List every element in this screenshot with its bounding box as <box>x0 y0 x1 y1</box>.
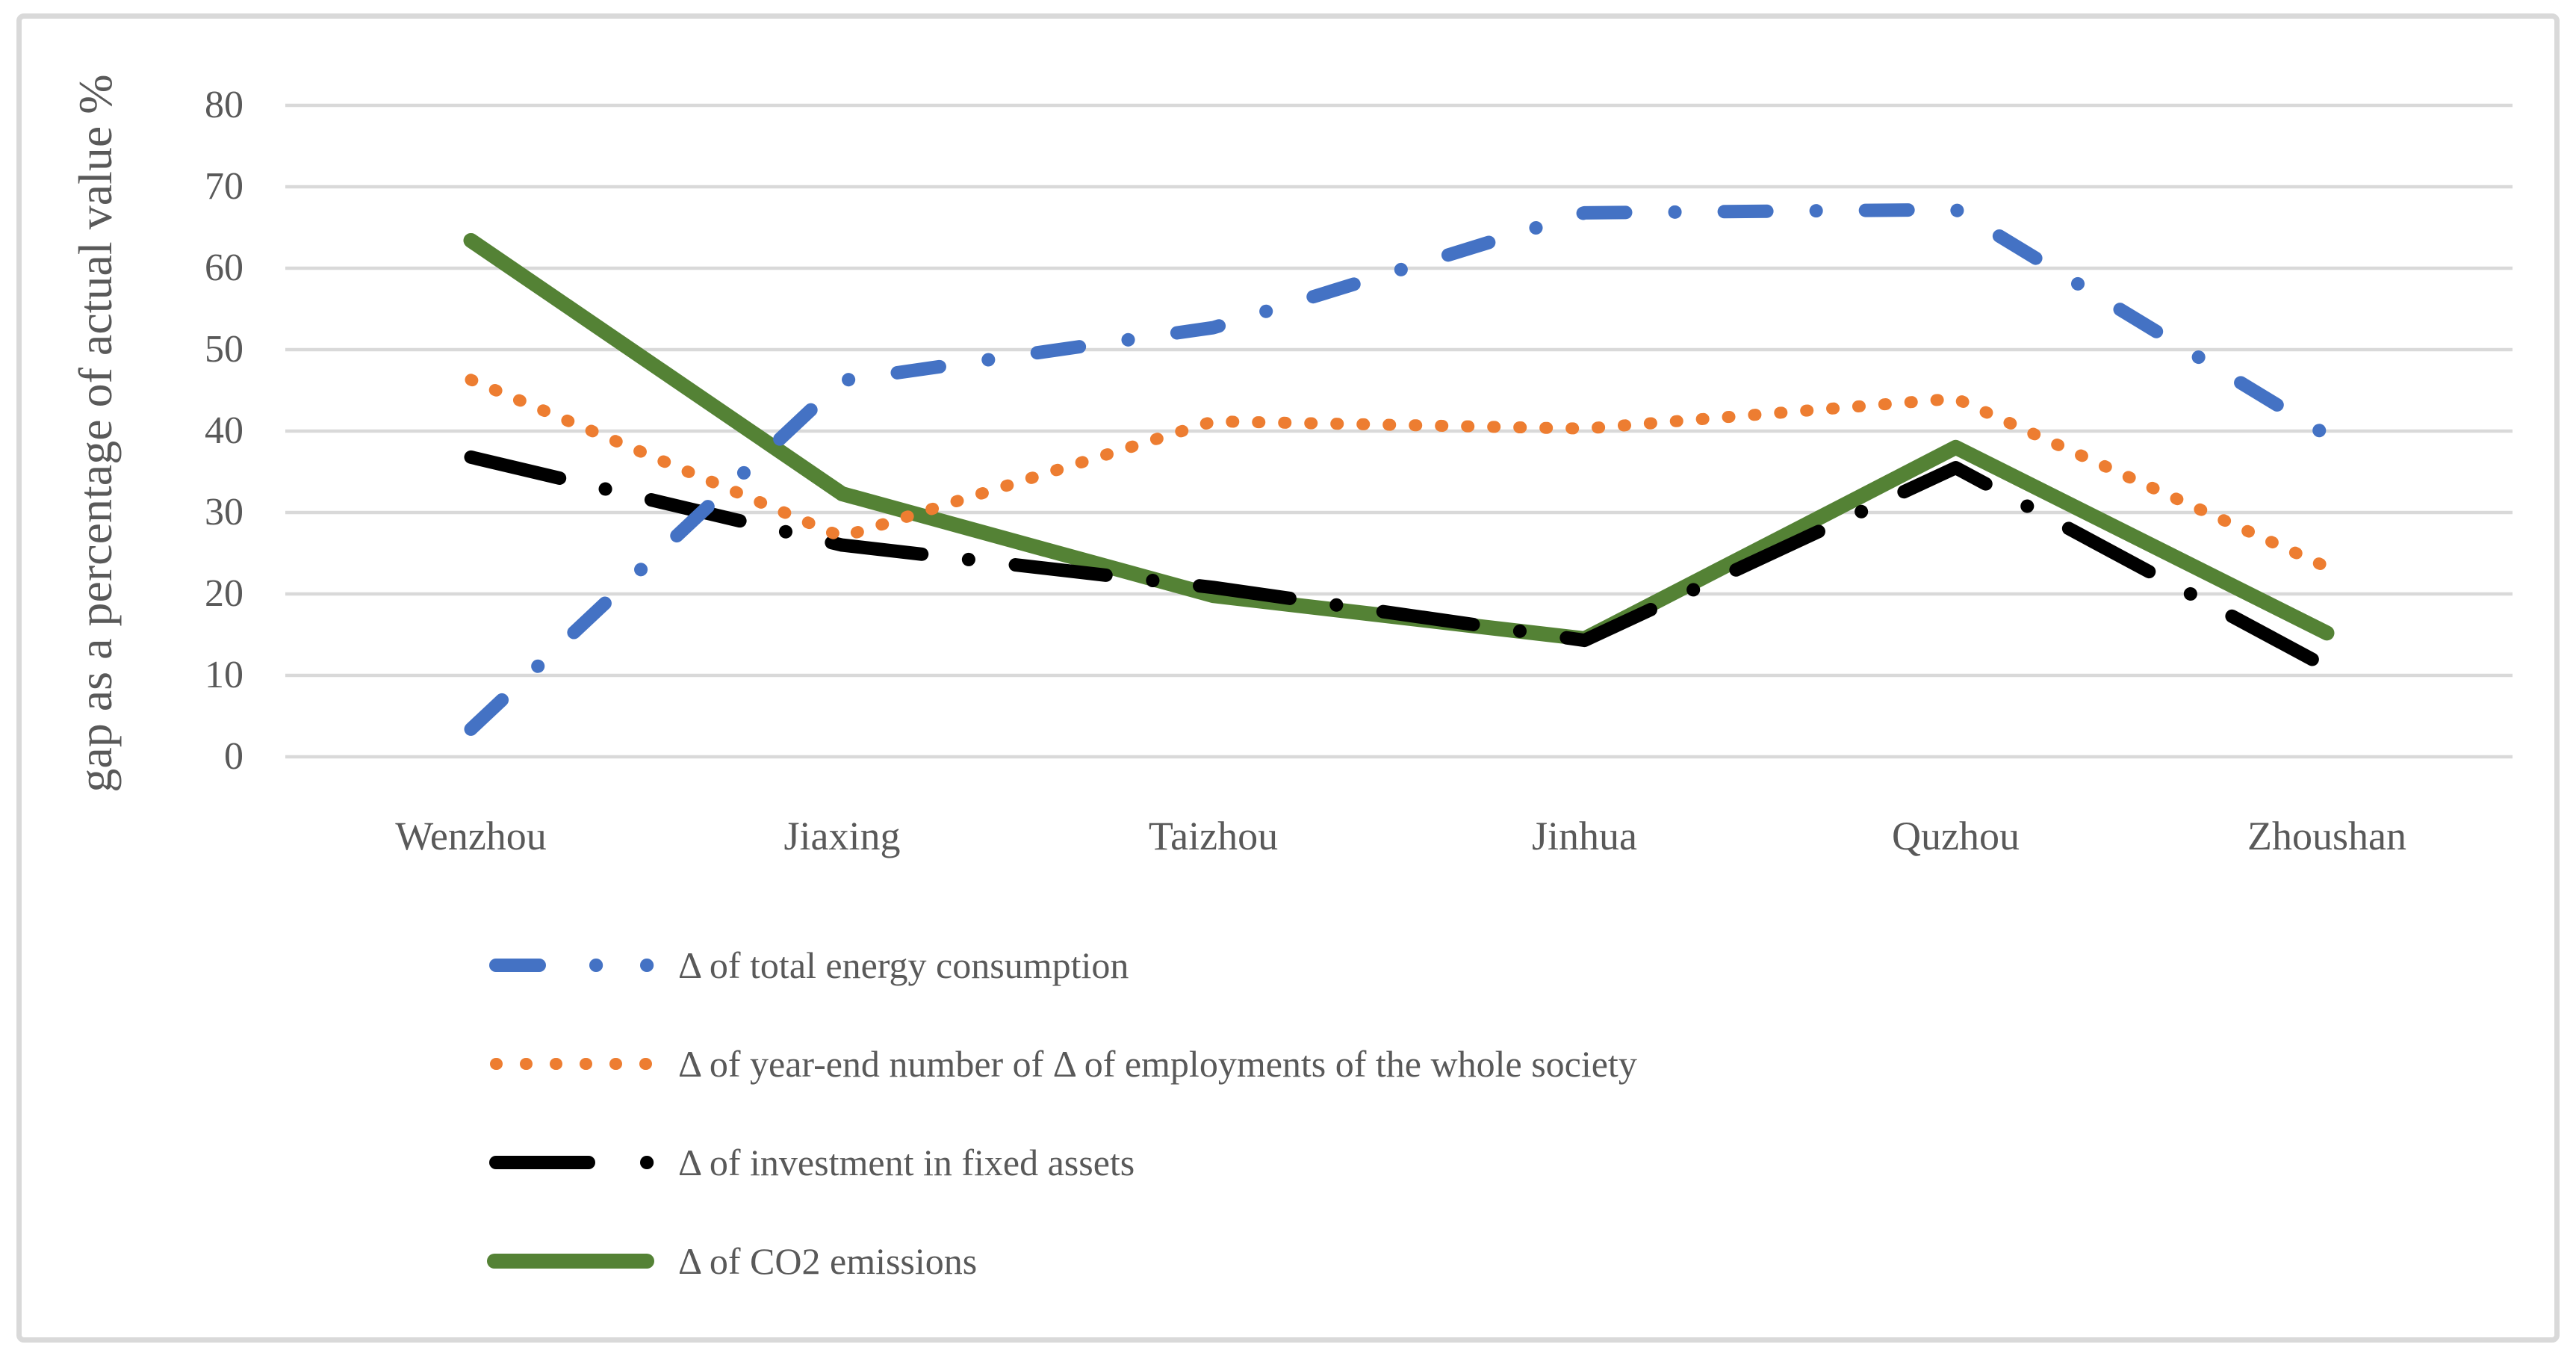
y-tick-label: 30 <box>205 491 243 533</box>
x-category-label: Jiaxing <box>783 814 901 858</box>
figure-border <box>16 13 2560 1343</box>
y-tick-label: 80 <box>205 84 243 126</box>
legend-label: Δ of total energy consumption <box>678 944 1129 986</box>
y-tick-label: 10 <box>205 654 243 696</box>
x-category-label: Quzhou <box>1892 814 2020 858</box>
series-line-3 <box>463 232 2335 646</box>
y-tick-label: 50 <box>205 328 243 371</box>
x-category-label: Jinhua <box>1532 814 1637 858</box>
y-tick-label: 60 <box>205 247 243 289</box>
legend-label: Δ of CO2 emissions <box>678 1240 978 1282</box>
legend-line-sample-long-dash-dot <box>489 1156 654 1169</box>
legend-item-employments: Δ of year-end number of Δ of employments… <box>484 1041 1637 1086</box>
y-tick-label: 40 <box>205 409 243 452</box>
legend-label: Δ of investment in fixed assets <box>678 1142 1135 1183</box>
legend-item-energy: Δ of total energy consumption <box>484 943 1129 988</box>
legend-line-sample-dash-dot <box>489 959 654 972</box>
series-line-2 <box>464 450 2334 675</box>
x-category-label: Wenzhou <box>395 814 547 858</box>
x-category-label: Taizhou <box>1148 814 1279 858</box>
legend-label: Δ of year-end number of Δ of employments… <box>678 1043 1637 1085</box>
legend-item-fixed-assets: Δ of investment in fixed assets <box>484 1140 1135 1185</box>
series-line-0 <box>464 202 2334 736</box>
legend-line-sample-solid <box>487 1254 654 1269</box>
legend-item-co2: Δ of CO2 emissions <box>484 1239 977 1284</box>
y-tick-label: 0 <box>224 735 243 778</box>
series-line-1 <box>465 374 2333 574</box>
x-category-label: Zhoushan <box>2247 814 2406 858</box>
legend-line-sample-dotted <box>490 1058 652 1070</box>
y-tick-label: 70 <box>205 165 243 208</box>
y-tick-label: 20 <box>205 572 243 615</box>
